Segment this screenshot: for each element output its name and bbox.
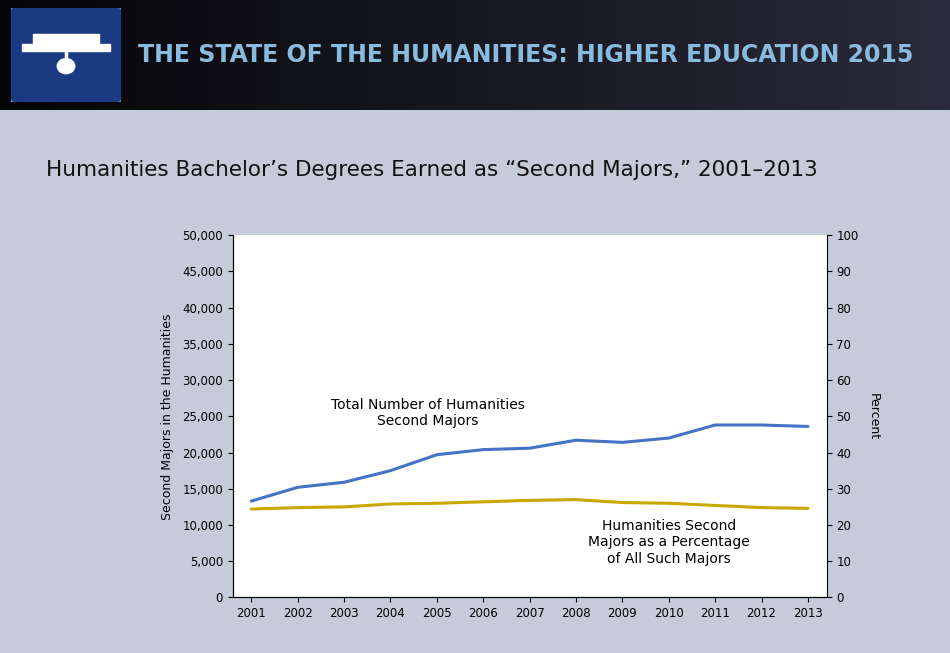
Circle shape <box>57 59 75 74</box>
Text: Humanities Second
Majors as a Percentage
of All Such Majors: Humanities Second Majors as a Percentage… <box>588 519 750 565</box>
FancyBboxPatch shape <box>10 6 123 104</box>
Y-axis label: Second Majors in the Humanities: Second Majors in the Humanities <box>161 313 174 520</box>
Text: Humanities Bachelor’s Degrees Earned as “Second Majors,” 2001–2013: Humanities Bachelor’s Degrees Earned as … <box>47 161 818 180</box>
Text: THE STATE OF THE HUMANITIES: HIGHER EDUCATION 2015: THE STATE OF THE HUMANITIES: HIGHER EDUC… <box>138 43 913 67</box>
Y-axis label: Percent: Percent <box>866 392 880 440</box>
Polygon shape <box>23 44 110 51</box>
Polygon shape <box>33 34 99 46</box>
Text: Total Number of Humanities
Second Majors: Total Number of Humanities Second Majors <box>331 398 524 428</box>
